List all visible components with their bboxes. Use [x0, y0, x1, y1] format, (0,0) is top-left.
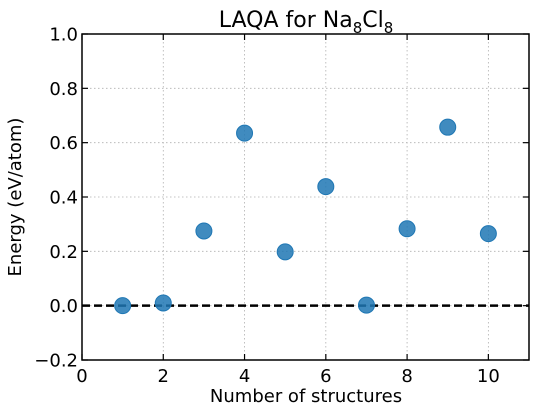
y-tick-label: 1.0 — [49, 25, 78, 46]
grid — [81, 33, 529, 361]
x-tick-label: 8 — [401, 366, 412, 387]
x-tick-label: 10 — [477, 366, 500, 387]
y-tick-label: 0.8 — [49, 79, 78, 100]
y-axis-label: Energy (eV/atom) — [5, 118, 26, 277]
data-point — [236, 124, 254, 142]
x-tick-label: 6 — [320, 366, 331, 387]
y-axis-ticks: −0.2 0.0 0.2 0.4 0.6 0.8 1.0 — [34, 25, 529, 372]
data-point — [154, 294, 172, 312]
x-axis-label: Number of structures — [210, 386, 402, 407]
x-tick-label: 4 — [239, 366, 250, 387]
x-tick-label: 0 — [76, 366, 87, 387]
data-points — [114, 118, 497, 315]
y-tick-label: 0.0 — [49, 296, 78, 317]
y-tick-label: 0.2 — [49, 242, 78, 263]
data-point — [276, 243, 294, 261]
x-axis-ticks: 0 2 4 6 8 10 — [76, 34, 500, 387]
data-point — [317, 178, 335, 196]
data-point — [357, 296, 375, 314]
data-point — [114, 297, 132, 315]
chart-title: LAQA for Na8Cl8 — [219, 8, 394, 37]
y-tick-label: −0.2 — [34, 351, 78, 372]
data-point — [398, 220, 416, 238]
plot-frame — [81, 33, 530, 361]
data-point — [439, 118, 457, 136]
x-tick-label: 2 — [158, 366, 169, 387]
data-point — [479, 225, 497, 243]
y-tick-label: 0.6 — [49, 133, 78, 154]
y-tick-label: 0.4 — [49, 188, 78, 209]
data-point — [195, 222, 213, 240]
